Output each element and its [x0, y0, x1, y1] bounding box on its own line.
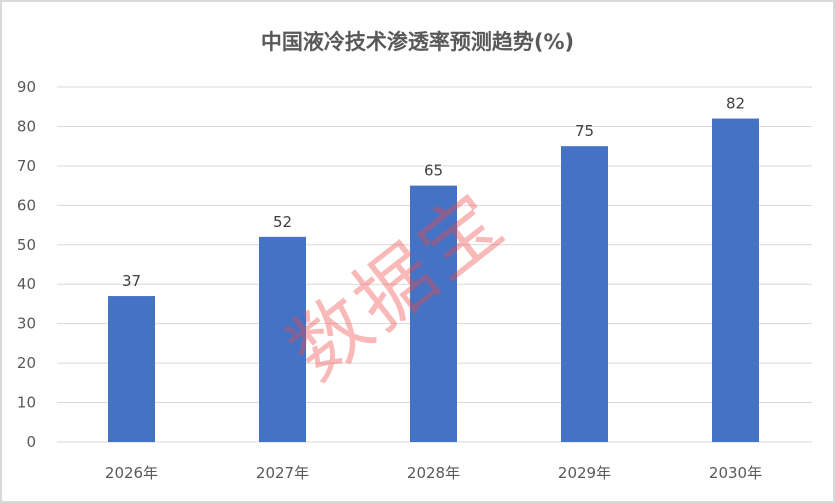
- y-tick-label: 90: [17, 78, 36, 96]
- data-label: 37: [122, 272, 141, 290]
- data-label: 52: [273, 213, 292, 231]
- y-tick-label: 50: [17, 236, 36, 254]
- y-tick-label: 20: [17, 354, 36, 372]
- y-tick-label: 60: [17, 196, 36, 214]
- y-tick-label: 70: [17, 157, 36, 175]
- data-label: 75: [575, 122, 594, 140]
- bar: [712, 118, 759, 443]
- y-tick-label: 30: [17, 315, 36, 333]
- bar: [108, 296, 155, 442]
- bar: [259, 236, 306, 442]
- bar: [410, 185, 457, 442]
- x-tick-label: 2028年: [407, 464, 460, 482]
- x-tick-label: 2027年: [256, 464, 309, 482]
- x-tick-label: 2026年: [105, 464, 158, 482]
- y-tick-label: 40: [17, 275, 36, 293]
- x-tick-label: 2030年: [709, 464, 762, 482]
- x-tick-label: 2029年: [558, 464, 611, 482]
- y-tick-label: 80: [17, 117, 36, 135]
- bar: [561, 146, 608, 442]
- chart-title: 中国液冷技术渗透率预测趋势(%): [260, 30, 575, 54]
- data-label: 82: [726, 95, 745, 113]
- y-tick-label: 10: [17, 394, 36, 412]
- y-tick-label: 0: [26, 433, 36, 451]
- data-label: 65: [424, 162, 443, 180]
